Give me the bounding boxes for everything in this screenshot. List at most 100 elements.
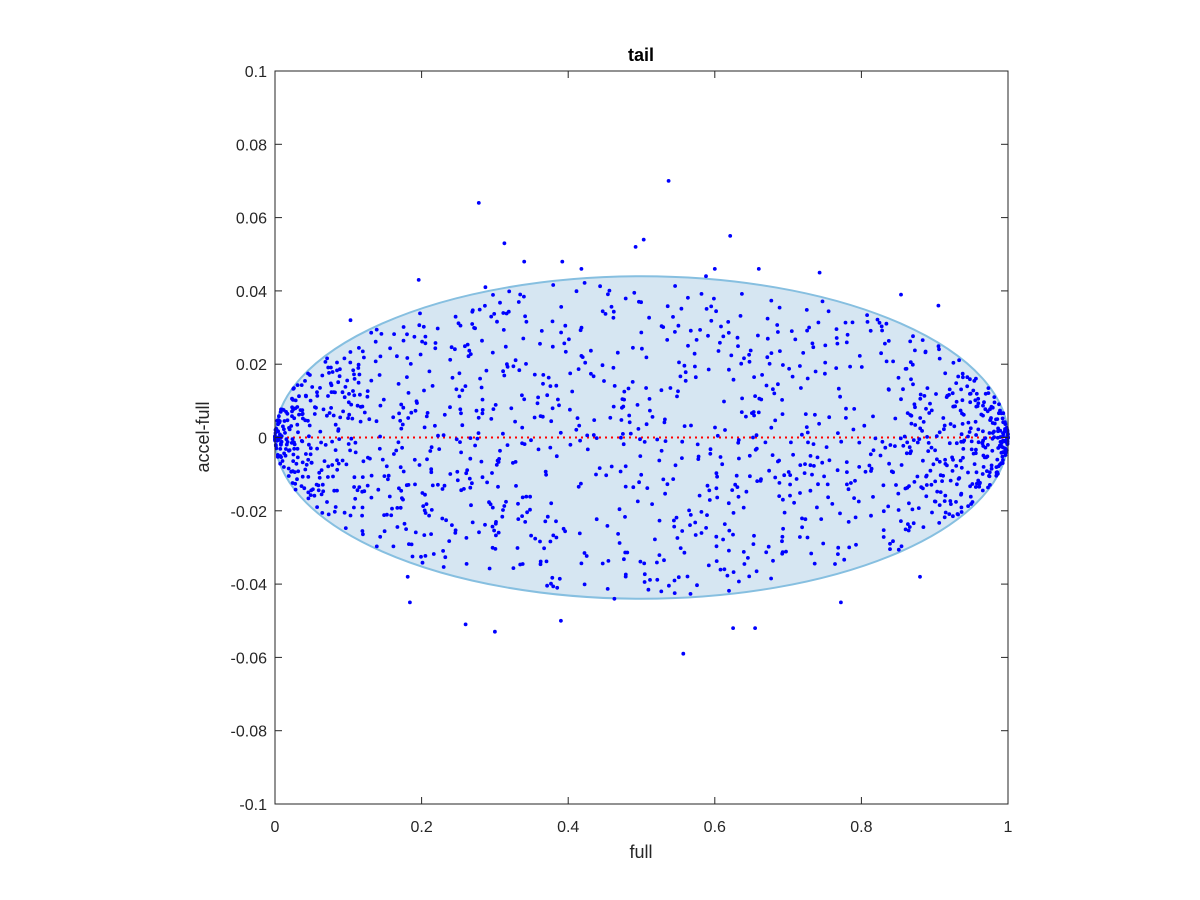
data-point xyxy=(958,408,963,413)
data-point xyxy=(968,484,972,489)
data-point xyxy=(539,329,544,333)
data-point xyxy=(980,472,985,476)
data-point xyxy=(292,446,297,451)
data-point xyxy=(430,384,435,388)
data-point xyxy=(545,393,550,398)
data-point xyxy=(308,493,313,497)
data-point xyxy=(983,436,988,440)
data-point xyxy=(306,418,310,423)
data-point xyxy=(440,487,445,491)
data-point xyxy=(284,447,288,451)
data-point xyxy=(998,440,1003,444)
data-point xyxy=(551,283,556,287)
data-point xyxy=(826,495,830,500)
data-point xyxy=(621,432,625,436)
data-point xyxy=(959,492,963,497)
data-point xyxy=(739,361,744,366)
data-point xyxy=(763,440,768,445)
data-point xyxy=(550,406,555,411)
data-point xyxy=(390,506,394,511)
data-point xyxy=(348,318,353,323)
data-point xyxy=(402,521,407,526)
data-point xyxy=(727,528,732,533)
data-point xyxy=(907,501,911,506)
data-point xyxy=(997,411,1001,416)
data-point xyxy=(574,289,579,294)
data-point xyxy=(295,477,299,482)
data-point xyxy=(457,371,462,376)
data-point xyxy=(491,293,495,297)
data-point xyxy=(622,557,626,562)
data-point xyxy=(496,484,500,489)
data-point xyxy=(467,476,472,481)
data-point xyxy=(405,332,409,337)
data-point xyxy=(675,536,680,540)
data-point xyxy=(373,359,378,364)
data-point xyxy=(739,410,744,414)
data-point xyxy=(274,428,279,433)
data-point xyxy=(741,505,746,510)
data-point xyxy=(421,324,426,329)
data-point xyxy=(966,434,970,439)
data-point xyxy=(954,464,959,468)
data-point xyxy=(281,424,285,429)
data-point xyxy=(501,369,505,374)
data-point xyxy=(655,437,660,442)
data-point xyxy=(868,328,873,333)
x-tick-label: 0.2 xyxy=(410,819,432,836)
data-point xyxy=(619,418,624,422)
data-point xyxy=(787,366,791,371)
data-point xyxy=(348,350,353,354)
data-point xyxy=(722,522,727,526)
data-point xyxy=(911,334,915,339)
data-point xyxy=(365,394,370,399)
data-point xyxy=(773,475,778,480)
data-point xyxy=(901,443,906,448)
data-point xyxy=(956,374,961,379)
y-tick-label: 0 xyxy=(258,431,267,448)
data-point xyxy=(834,366,839,370)
data-point xyxy=(935,489,940,494)
data-point xyxy=(278,454,283,458)
data-point xyxy=(659,388,664,393)
data-point xyxy=(606,292,610,297)
data-point xyxy=(997,402,1001,407)
data-point xyxy=(315,394,320,398)
data-point xyxy=(680,439,685,444)
data-point xyxy=(606,559,611,563)
data-point xyxy=(655,577,660,582)
data-point xyxy=(943,457,947,462)
data-point xyxy=(904,451,909,456)
data-point xyxy=(918,416,923,420)
data-point xyxy=(544,559,549,564)
data-point xyxy=(377,446,382,451)
data-point xyxy=(597,466,602,470)
data-point xyxy=(966,420,971,425)
data-point xyxy=(538,539,542,544)
data-point xyxy=(740,396,744,401)
data-point xyxy=(784,549,788,554)
data-point xyxy=(307,442,311,447)
data-point xyxy=(886,387,891,392)
data-point xyxy=(459,411,463,416)
data-point xyxy=(959,432,964,437)
data-point xyxy=(662,420,667,425)
data-point xyxy=(727,588,731,593)
data-point xyxy=(678,374,683,379)
data-point xyxy=(356,380,361,385)
data-point xyxy=(358,419,363,424)
data-point xyxy=(929,445,934,450)
data-point xyxy=(955,482,959,487)
data-point xyxy=(349,436,354,441)
data-point xyxy=(954,441,959,446)
data-point xyxy=(956,477,961,481)
data-point xyxy=(989,466,994,471)
data-point xyxy=(980,488,985,493)
data-point xyxy=(989,463,994,468)
data-point xyxy=(348,360,353,365)
data-point xyxy=(577,423,582,428)
data-point xyxy=(920,338,925,342)
data-point xyxy=(777,305,782,310)
data-point xyxy=(395,525,400,529)
data-point xyxy=(726,501,731,506)
